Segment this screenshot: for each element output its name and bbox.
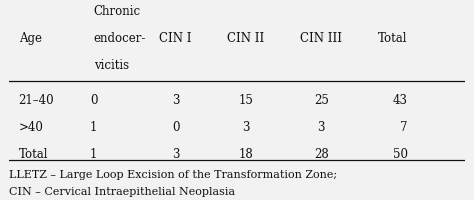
Text: Total: Total [18,147,48,160]
Text: LLETZ – Large Loop Excision of the Transformation Zone;: LLETZ – Large Loop Excision of the Trans… [9,169,337,179]
Text: vicitis: vicitis [94,59,129,72]
Text: CIN I: CIN I [159,32,192,45]
Text: endocer-: endocer- [94,32,146,45]
Text: 18: 18 [239,147,254,160]
Text: 3: 3 [172,147,179,160]
Text: 0: 0 [90,94,98,106]
Text: 1: 1 [90,147,97,160]
Text: 43: 43 [392,94,408,106]
Text: CIN II: CIN II [228,32,264,45]
Text: Total: Total [378,32,408,45]
Text: >40: >40 [18,120,44,133]
Text: 3: 3 [318,120,325,133]
Text: Age: Age [18,32,42,45]
Text: 7: 7 [400,120,408,133]
Text: 3: 3 [242,120,250,133]
Text: 0: 0 [172,120,179,133]
Text: 21–40: 21–40 [18,94,54,106]
Text: 1: 1 [90,120,97,133]
Text: CIN – Cervical Intraepithelial Neoplasia: CIN – Cervical Intraepithelial Neoplasia [9,186,236,196]
Text: 25: 25 [314,94,328,106]
Text: CIN III: CIN III [300,32,342,45]
Text: Chronic: Chronic [94,5,141,18]
Text: 50: 50 [392,147,408,160]
Text: 28: 28 [314,147,328,160]
Text: 15: 15 [239,94,254,106]
Text: 3: 3 [172,94,179,106]
